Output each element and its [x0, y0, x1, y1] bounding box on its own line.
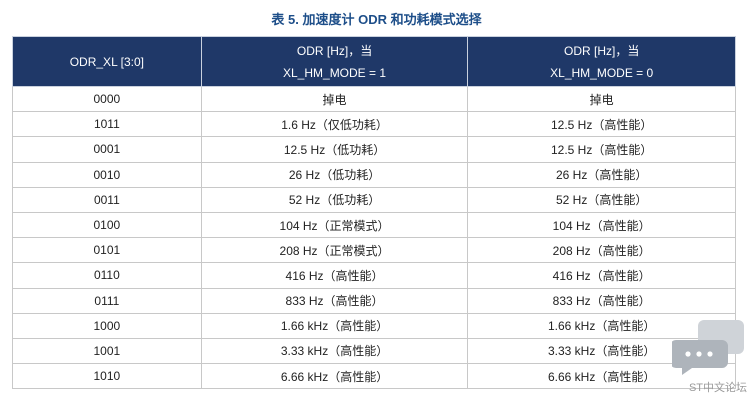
- table-cell: 1000: [12, 312, 202, 339]
- table-row: 1000 1.66 kHz（高性能） 1.66 kHz（高性能）: [12, 312, 736, 339]
- table-cell: 416 Hz（高性能）: [467, 262, 736, 289]
- header-cell: ODR_XL [3:0]: [12, 36, 202, 87]
- table-cell: 0111: [12, 287, 202, 314]
- table-cell: 208 Hz（高性能）: [467, 237, 736, 264]
- table-row: 0100 104 Hz（正常模式） 104 Hz（高性能）: [12, 211, 736, 239]
- table-row: 0010 26 Hz（低功耗） 26 Hz（高性能）: [12, 161, 736, 188]
- header-row: ODR_XL [3:0] ODR [Hz]，当 XL_HM_MODE = 1 ODR …: [12, 36, 736, 87]
- table-cell: 1.6 Hz（仅低功耗）: [200, 111, 469, 138]
- table-cell: 0110: [12, 262, 202, 289]
- table-row: 0101 208 Hz（正常模式） 208 Hz（高性能）: [12, 237, 736, 264]
- table-cell: 12.5 Hz（高性能）: [467, 136, 736, 163]
- table-row: 0000 掉电 掉电: [12, 85, 736, 113]
- table-cell: 掉电: [200, 85, 469, 113]
- header-cell: ODR [Hz]，当 XL_HM_MODE = 0: [467, 36, 736, 87]
- header-line: ODR [Hz]，当: [564, 43, 640, 58]
- table-cell: 1.66 kHz（高性能）: [467, 312, 736, 339]
- table-cell: 0000: [12, 85, 202, 113]
- table-cell: 416 Hz（高性能）: [200, 262, 469, 289]
- table-cell: 1001: [12, 337, 202, 365]
- table-cell: 52 Hz（低功耗）: [200, 186, 469, 213]
- table-cell: 12.5 Hz（低功耗）: [200, 136, 469, 163]
- table-cell: 208 Hz（正常模式）: [200, 237, 469, 264]
- table-cell: 0101: [12, 237, 202, 264]
- table-title: 表 5. 加速度计 ODR 和功耗模式选择: [271, 12, 482, 27]
- table-row: 1010 6.66 kHz（高性能） 6.66 kHz（高性能）: [12, 363, 736, 390]
- table-cell: 0010: [12, 161, 202, 188]
- table-row: 0111 833 Hz（高性能） 833 Hz（高性能）: [12, 287, 736, 314]
- table-row: 1001 3.33 kHz（高性能） 3.33 kHz（高性能）: [12, 337, 736, 365]
- table-cell: 0001: [12, 136, 202, 163]
- table-cell: 12.5 Hz（高性能）: [467, 111, 736, 138]
- odr-table: ODR_XL [3:0] ODR [Hz]，当 XL_HM_MODE = 1 ODR …: [12, 36, 736, 390]
- table-cell: 52 Hz（高性能）: [467, 186, 736, 213]
- header-line: XL_HM_MODE = 1: [283, 65, 387, 80]
- header-line: ODR [Hz]，当: [296, 43, 373, 58]
- table-cell: 833 Hz（高性能）: [200, 287, 469, 314]
- table-row: 0001 12.5 Hz（低功耗） 12.5 Hz（高性能）: [12, 136, 736, 163]
- header-cell: ODR [Hz]，当 XL_HM_MODE = 1: [200, 36, 469, 87]
- table-cell: 833 Hz（高性能）: [467, 287, 736, 314]
- table-row: 0011 52 Hz（低功耗） 52 Hz（高性能）: [12, 186, 736, 213]
- table-cell: 3.33 kHz（高性能）: [200, 337, 469, 365]
- table-row: 0110 416 Hz（高性能） 416 Hz（高性能）: [12, 262, 736, 289]
- table-cell: 104 Hz（高性能）: [467, 211, 736, 239]
- table-cell: 0100: [12, 211, 202, 239]
- table-cell: 1010: [12, 363, 202, 390]
- table-cell: 104 Hz（正常模式）: [200, 211, 469, 239]
- header-line: XL_HM_MODE = 0: [550, 65, 654, 80]
- watermark-icon: [672, 320, 744, 375]
- table-cell: 1.66 kHz（高性能）: [200, 312, 469, 339]
- table-cell: 26 Hz（低功耗）: [200, 161, 469, 188]
- table-cell: 26 Hz（高性能）: [467, 161, 736, 188]
- table-body: 0000 掉电 掉电 1011 1.6 Hz（仅低功耗） 12.5 Hz（高性能） 0001…: [12, 85, 736, 390]
- table-cell: 6.66 kHz（高性能）: [200, 363, 469, 390]
- header-line: ODR_XL [3:0]: [69, 54, 144, 69]
- table-cell: 1011: [12, 111, 202, 138]
- table-row: 1011 1.6 Hz（仅低功耗） 12.5 Hz（高性能）: [12, 111, 736, 138]
- table-cell: 掉电: [467, 85, 736, 113]
- watermark: ST中文论坛: [688, 382, 747, 394]
- table-cell: 0011: [12, 186, 202, 213]
